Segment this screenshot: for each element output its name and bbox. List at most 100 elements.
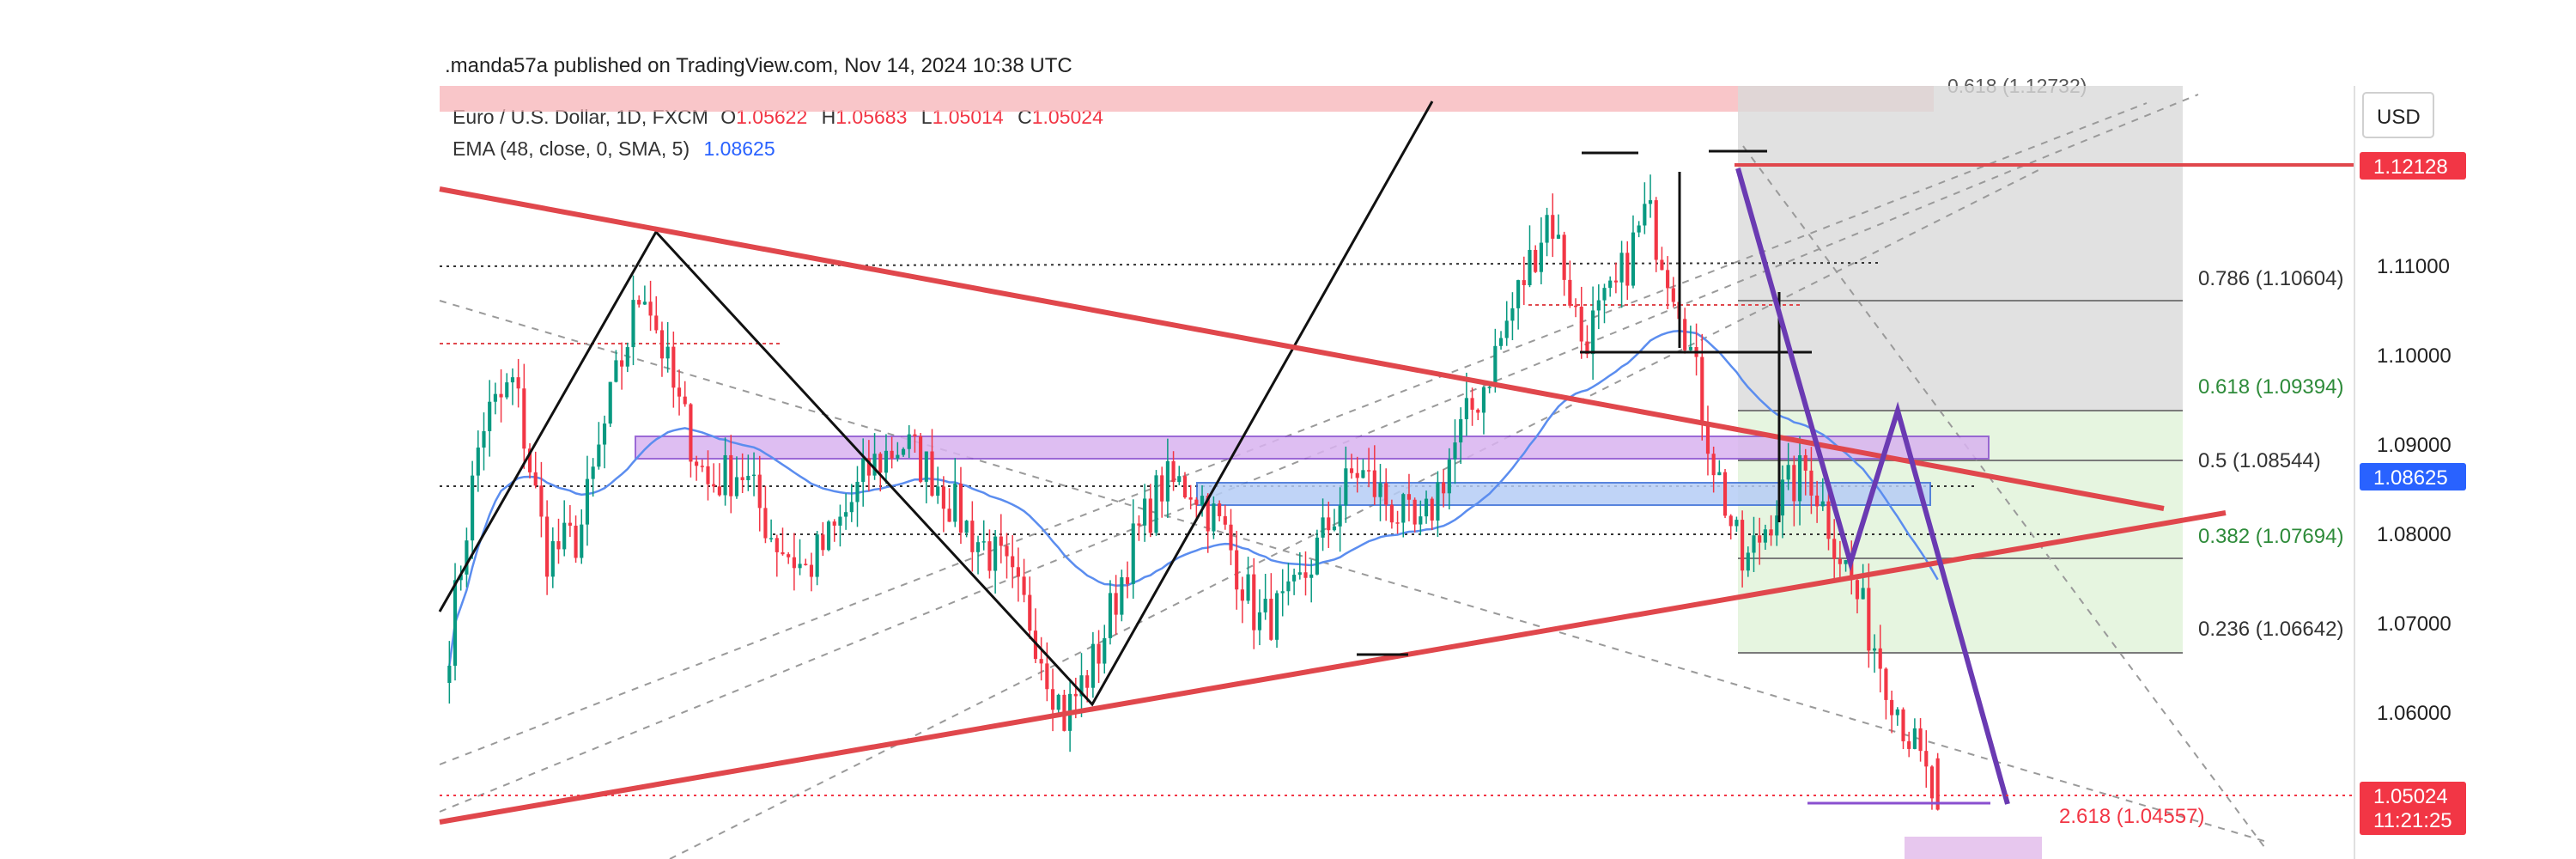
candle-body bbox=[1085, 675, 1090, 688]
candle-body bbox=[1073, 693, 1078, 697]
candle-body bbox=[695, 461, 699, 466]
candle-body bbox=[821, 534, 825, 551]
candle-body bbox=[1907, 740, 1911, 749]
candle-body bbox=[1436, 482, 1440, 521]
candle-body bbox=[1643, 204, 1647, 226]
candle-body bbox=[1372, 470, 1376, 497]
candle-body bbox=[602, 423, 607, 445]
candle-body bbox=[1890, 699, 1894, 716]
price-axis[interactable]: USD 1.11000 1.10000 1.09000 1.08000 1.07… bbox=[2354, 86, 2466, 859]
badge-swing-high: 1.12128 bbox=[2373, 155, 2448, 179]
top-resistance-band bbox=[440, 86, 1934, 112]
price-tick: 1.08000 bbox=[2377, 523, 2451, 546]
candle-body bbox=[608, 381, 612, 424]
candle-body bbox=[1573, 305, 1578, 308]
candle-body bbox=[585, 478, 590, 525]
candle-body bbox=[533, 472, 538, 486]
candle-body bbox=[804, 564, 808, 565]
candle-body bbox=[689, 404, 693, 462]
candle-body bbox=[706, 466, 710, 484]
candle-body bbox=[1240, 589, 1244, 601]
candle-body bbox=[1182, 476, 1188, 498]
candle-body bbox=[1752, 535, 1756, 553]
candle-body bbox=[1625, 253, 1630, 286]
candle-body bbox=[637, 300, 641, 305]
candle-body bbox=[1929, 766, 1935, 799]
candle-body bbox=[832, 521, 836, 526]
candle-body bbox=[1705, 423, 1710, 454]
candle-body bbox=[1165, 460, 1170, 502]
candle-body bbox=[1120, 577, 1124, 615]
candle-body bbox=[1631, 232, 1636, 286]
candle-body bbox=[936, 486, 940, 497]
candle-body bbox=[1229, 524, 1233, 551]
candle-body bbox=[1344, 468, 1348, 506]
candle-body bbox=[1315, 537, 1319, 575]
candle-body bbox=[1091, 643, 1095, 688]
candle-body bbox=[1792, 465, 1796, 502]
fib-labels: 0.786 (1.10604) 0.618 (1.09394) 0.5 (1.0… bbox=[2059, 267, 2343, 828]
candle-body bbox=[1327, 517, 1331, 531]
candle-body bbox=[1918, 728, 1923, 752]
candle-body bbox=[1321, 517, 1325, 538]
candle-body bbox=[734, 477, 739, 497]
fib-label-05: 0.5 (1.08544) bbox=[2198, 449, 2321, 472]
candle-body bbox=[556, 541, 561, 550]
candle-body bbox=[1338, 505, 1342, 527]
candle-body bbox=[993, 536, 998, 571]
candle-body bbox=[1585, 341, 1589, 355]
candle-body bbox=[1528, 249, 1532, 286]
candle-body bbox=[907, 434, 911, 449]
candle-body bbox=[1912, 728, 1917, 749]
candle-body bbox=[614, 360, 618, 382]
candle-body bbox=[878, 454, 883, 473]
currency-button[interactable] bbox=[2362, 92, 2434, 138]
candle-body bbox=[1637, 225, 1641, 233]
price-tick: 1.07000 bbox=[2377, 612, 2451, 636]
candle-body bbox=[763, 508, 768, 539]
candle-body bbox=[1470, 398, 1474, 410]
candle-body bbox=[970, 521, 975, 552]
candle-body bbox=[1551, 215, 1555, 239]
candle-body bbox=[1309, 574, 1314, 578]
candle-body bbox=[1619, 253, 1624, 283]
candle-body bbox=[1562, 235, 1566, 280]
symbol-legend: Euro / U.S. Dollar, 1D, FXCM O1.05622 H1… bbox=[453, 106, 1103, 160]
candle-body bbox=[1660, 259, 1664, 271]
candle-body bbox=[1218, 503, 1222, 516]
candle-body bbox=[1108, 593, 1113, 638]
candle-body bbox=[1200, 496, 1205, 505]
candle-body bbox=[953, 483, 957, 522]
candle-body bbox=[729, 454, 733, 497]
candle-body bbox=[1504, 320, 1509, 338]
candle-body bbox=[712, 484, 716, 487]
candle-body bbox=[1545, 215, 1549, 243]
candle-body bbox=[751, 474, 756, 477]
candle-body bbox=[1424, 498, 1429, 517]
candle-body bbox=[568, 522, 572, 526]
candle-body bbox=[947, 509, 951, 522]
candle-body bbox=[1011, 556, 1015, 568]
candle-body bbox=[1349, 468, 1354, 473]
candles bbox=[447, 174, 1940, 811]
candle-body bbox=[1815, 495, 1820, 507]
candle-body bbox=[1459, 419, 1463, 443]
candle-body bbox=[1045, 663, 1049, 690]
candle-body bbox=[884, 450, 889, 473]
candle-body bbox=[1683, 319, 1687, 350]
candle-body bbox=[1413, 499, 1417, 525]
candle-body bbox=[1671, 288, 1675, 302]
candle-body bbox=[642, 302, 647, 305]
candle-body bbox=[1786, 465, 1790, 480]
candle-body bbox=[844, 512, 848, 517]
candle-body bbox=[1850, 560, 1854, 581]
candle-body bbox=[1292, 575, 1297, 582]
price-tick: 1.11000 bbox=[2377, 255, 2450, 278]
candle-body bbox=[1303, 572, 1308, 578]
candle-body bbox=[1430, 498, 1434, 521]
candle-body bbox=[659, 330, 665, 359]
candle-body bbox=[1079, 675, 1084, 697]
candle-body bbox=[798, 564, 802, 569]
candle-body bbox=[1280, 591, 1285, 594]
badge-ema: 1.08625 bbox=[2373, 466, 2448, 490]
